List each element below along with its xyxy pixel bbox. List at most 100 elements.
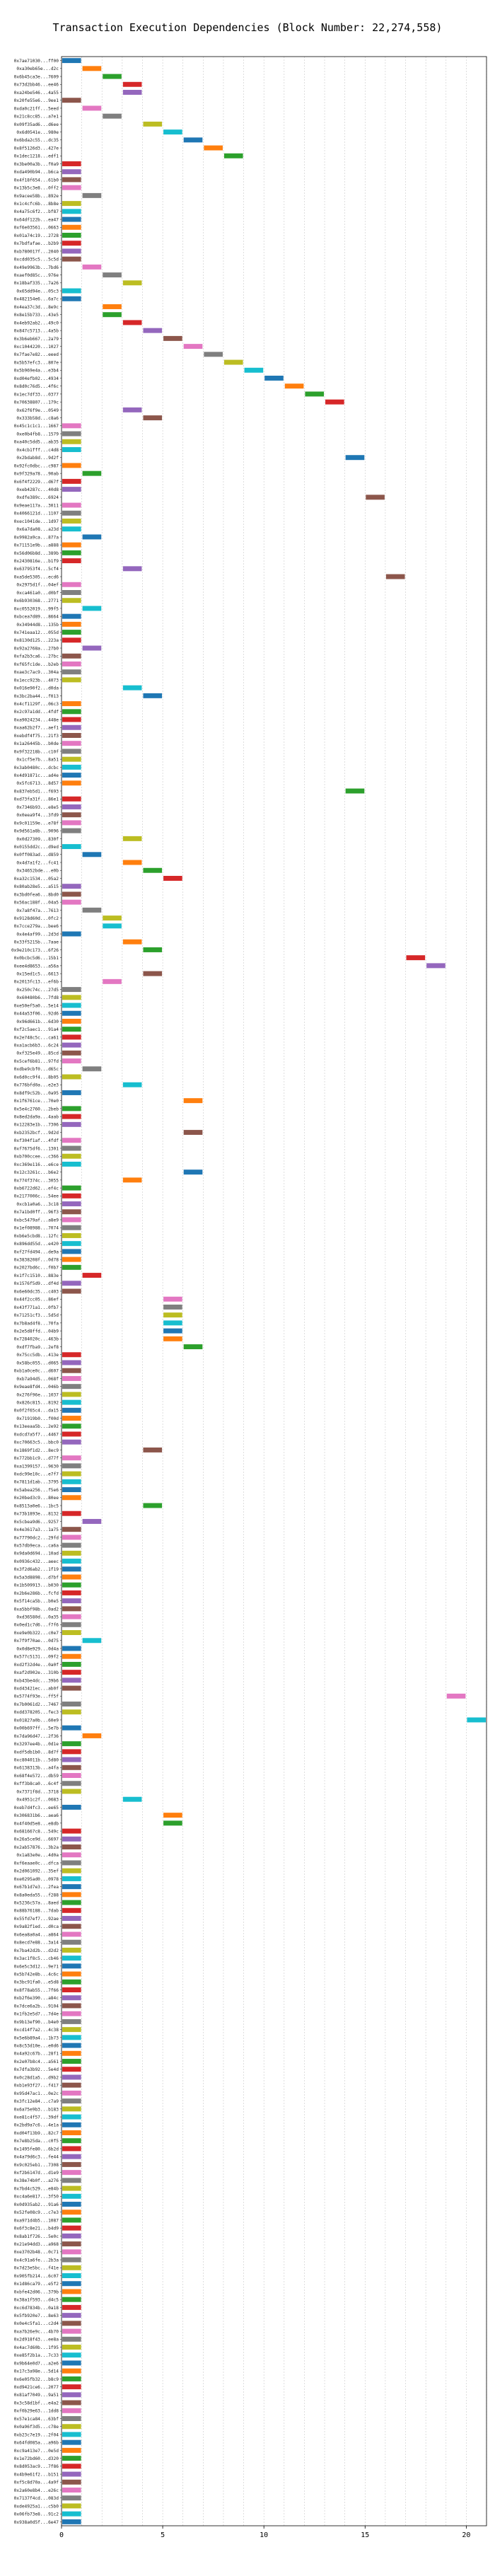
bar bbox=[143, 1503, 163, 1508]
y-tick-label: 0x77790dc2...29fd bbox=[14, 1535, 59, 1540]
bar bbox=[62, 1145, 81, 1151]
y-tick-label: 0x17c3a98e...5d14 bbox=[14, 2369, 59, 2374]
bar bbox=[62, 589, 81, 595]
y-tick-label: 0x75cc5db...413e bbox=[16, 1353, 59, 1358]
bar bbox=[62, 1249, 81, 1254]
bar bbox=[62, 248, 81, 254]
y-tick-label: 0x06fb73e8...91c2 bbox=[14, 2512, 59, 2517]
bar bbox=[62, 1900, 81, 1905]
bar bbox=[62, 526, 81, 532]
y-tick-label: 0x5b57efc3...807e bbox=[14, 360, 59, 365]
y-tick-label: 0x8f5126d3...427e bbox=[14, 146, 59, 151]
y-tick-label: 0xe81c4f57...39df bbox=[14, 2115, 59, 2120]
y-tick-label: 0x9b13ef90...b4e0 bbox=[14, 2020, 59, 2025]
y-tick-label: 0xbc5479af...a8e9 bbox=[14, 1218, 59, 1223]
y-tick-label: 0x2975d1f...04ef bbox=[16, 583, 59, 588]
y-tick-label: 0x6e60dc35...c403 bbox=[14, 1289, 59, 1294]
y-tick-label: 0x8df9c52b...0a95 bbox=[14, 1091, 59, 1096]
y-tick-label: 0x0a96f3d5...c78e bbox=[14, 2425, 59, 2430]
bar bbox=[62, 542, 81, 548]
bar bbox=[82, 1733, 102, 1738]
y-tick-label: 0x64fd085a...a96b bbox=[14, 2441, 59, 2446]
y-tick-label: 0x1e72bd60...d320 bbox=[14, 2456, 59, 2461]
bar bbox=[82, 1638, 102, 1644]
y-tick-label: 0xd36580d...0a35 bbox=[16, 1615, 59, 1619]
bar bbox=[62, 1590, 81, 1595]
bar bbox=[62, 2098, 81, 2104]
bar bbox=[62, 2488, 81, 2493]
bar bbox=[143, 1447, 163, 1452]
y-tick-label: 0xdc99e10c...e7f7 bbox=[14, 1472, 59, 1477]
y-tick-label: 0x4066121d...1107 bbox=[14, 512, 59, 516]
y-tick-label: 0x0e4c5fa1...c2d4 bbox=[14, 2321, 59, 2326]
bar bbox=[62, 209, 81, 214]
y-tick-label: 0x1a26445b...b0de bbox=[14, 741, 59, 746]
bar bbox=[264, 376, 284, 381]
bar bbox=[62, 1757, 81, 1762]
y-tick-label: 0x0bcbc5d6...15b1 bbox=[14, 956, 59, 961]
y-tick-label: 0x6bda2c55...dc35 bbox=[14, 138, 59, 143]
y-tick-label: 0x1c4cfc6b...8b8e bbox=[14, 202, 59, 207]
bar bbox=[325, 399, 344, 405]
bar bbox=[62, 995, 81, 1000]
y-tick-label: 0x7811d1ab...3795 bbox=[14, 1480, 59, 1485]
y-tick-label: 0x4ac7d60b...1f95 bbox=[14, 2345, 59, 2350]
x-tick-label: 20 bbox=[462, 2531, 470, 2539]
bar bbox=[103, 74, 122, 79]
bar bbox=[62, 2122, 81, 2127]
y-tick-label: 0x5236c57a...8aed bbox=[14, 1900, 59, 1905]
bar bbox=[62, 1749, 81, 1755]
y-tick-label: 0x67b1d7e3...2fea bbox=[14, 1885, 59, 1890]
bar bbox=[62, 677, 81, 683]
bar bbox=[62, 1264, 81, 1270]
bar bbox=[82, 534, 102, 540]
bar bbox=[62, 1384, 81, 1390]
y-tick-label: 0x9e210c173...6f26 bbox=[11, 948, 59, 953]
bar bbox=[62, 2178, 81, 2183]
bar bbox=[62, 2503, 81, 2509]
y-tick-label: 0x847c5713...4a5b bbox=[14, 329, 59, 334]
bar bbox=[62, 1836, 81, 1842]
y-tick-label: 0x7284020c...463b bbox=[14, 1337, 59, 1342]
bar bbox=[62, 2345, 81, 2350]
y-tick-label: 0x6e5c3d12...9e71 bbox=[14, 1964, 59, 1969]
y-tick-label: 0xf2c5aec1...91a4 bbox=[14, 1027, 59, 1032]
bar bbox=[62, 1288, 81, 1294]
bar bbox=[62, 1764, 81, 1770]
bar bbox=[62, 2297, 81, 2302]
bar bbox=[62, 756, 81, 762]
bar bbox=[62, 2146, 81, 2152]
y-tick-label: 0x837eb5d1...f693 bbox=[14, 789, 59, 794]
y-tick-label: 0x6ea8a0a4...a864 bbox=[14, 1932, 59, 1937]
bar bbox=[103, 923, 122, 929]
y-tick-label: 0x55fd7ef7...92ae bbox=[14, 1917, 59, 1922]
bar bbox=[62, 2185, 81, 2191]
y-tick-label: 0xcb1a0a6...3c18 bbox=[16, 1202, 59, 1207]
y-tick-label: 0xf2b6147d...d1e9 bbox=[14, 2171, 59, 2176]
bar bbox=[163, 1813, 182, 1818]
bar bbox=[62, 2257, 81, 2263]
y-tick-label: 0x1cf5e7b...8a51 bbox=[16, 758, 59, 763]
y-tick-label: 0xb2352bcf...9d2d bbox=[14, 1131, 59, 1136]
bar bbox=[62, 1582, 81, 1588]
bar bbox=[62, 1979, 81, 1985]
y-tick-label: 0x2013fc13...ef6b bbox=[14, 980, 59, 985]
y-tick-label: 0x4b9e61f2...b151 bbox=[14, 2472, 59, 2477]
bar bbox=[62, 1574, 81, 1580]
bar bbox=[82, 192, 102, 198]
bar bbox=[62, 1646, 81, 1651]
bar bbox=[62, 1566, 81, 1572]
bar bbox=[446, 1693, 466, 1699]
y-tick-label: 0xd73fa31f...86e1 bbox=[14, 797, 59, 802]
y-tick-label: 0xaf2d902e...310b bbox=[14, 1670, 59, 1675]
bar bbox=[183, 1169, 203, 1175]
y-tick-label: 0x276f96e...1037 bbox=[16, 1392, 59, 1397]
bar bbox=[163, 1820, 182, 1826]
bar bbox=[62, 1471, 81, 1477]
y-tick-label: 0x1576f5d9...df4d bbox=[14, 1281, 59, 1286]
y-tick-label: 0x62f6f9e...0549 bbox=[16, 408, 59, 413]
bar bbox=[62, 2384, 81, 2390]
y-tick-label: 0x18baf335...7a26 bbox=[14, 281, 59, 286]
bar bbox=[244, 367, 264, 373]
